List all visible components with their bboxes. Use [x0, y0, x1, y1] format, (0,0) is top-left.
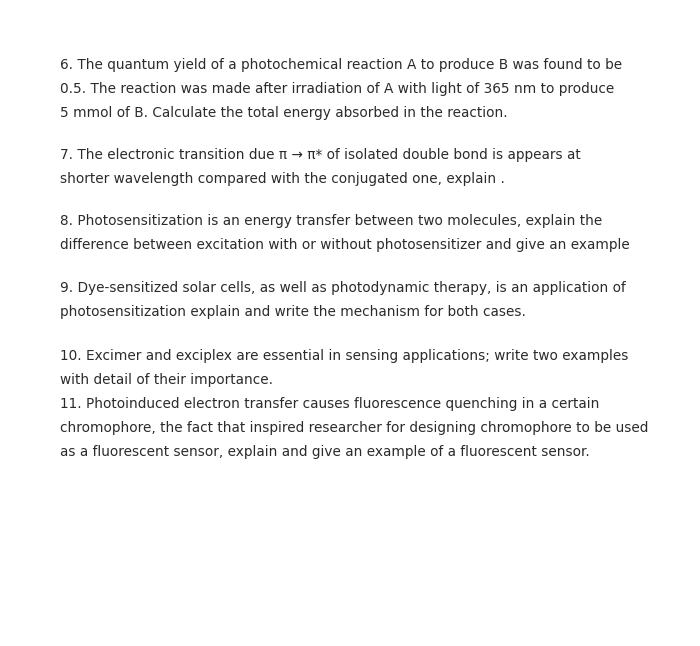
Text: difference between excitation with or without photosensitizer and give an exampl: difference between excitation with or wi… [60, 238, 629, 253]
Text: as a fluorescent sensor, explain and give an example of a fluorescent sensor.: as a fluorescent sensor, explain and giv… [60, 445, 589, 459]
Text: 0.5. The reaction was made after irradiation of A with light of 365 nm to produc: 0.5. The reaction was made after irradia… [60, 82, 614, 96]
Text: chromophore, the fact that inspired researcher for designing chromophore to be u: chromophore, the fact that inspired rese… [60, 421, 648, 435]
Text: 8. Photosensitization is an energy transfer between two molecules, explain the: 8. Photosensitization is an energy trans… [60, 214, 602, 229]
Text: 5 mmol of B. Calculate the total energy absorbed in the reaction.: 5 mmol of B. Calculate the total energy … [60, 106, 507, 120]
Text: 11. Photoinduced electron transfer causes fluorescence quenching in a certain: 11. Photoinduced electron transfer cause… [60, 397, 599, 412]
Text: 10. Excimer and exciplex are essential in sensing applications; write two exampl: 10. Excimer and exciplex are essential i… [60, 349, 628, 363]
Text: 7. The electronic transition due π → π* of isolated double bond is appears at: 7. The electronic transition due π → π* … [60, 148, 580, 162]
Text: 9. Dye-sensitized solar cells, as well as photodynamic therapy, is an applicatio: 9. Dye-sensitized solar cells, as well a… [60, 281, 625, 295]
Text: with detail of their importance.: with detail of their importance. [60, 373, 272, 387]
Text: 6. The quantum yield of a photochemical reaction A to produce B was found to be: 6. The quantum yield of a photochemical … [60, 58, 622, 72]
Text: photosensitization explain and write the mechanism for both cases.: photosensitization explain and write the… [60, 305, 526, 319]
Text: shorter wavelength compared with the conjugated one, explain .: shorter wavelength compared with the con… [60, 172, 505, 186]
